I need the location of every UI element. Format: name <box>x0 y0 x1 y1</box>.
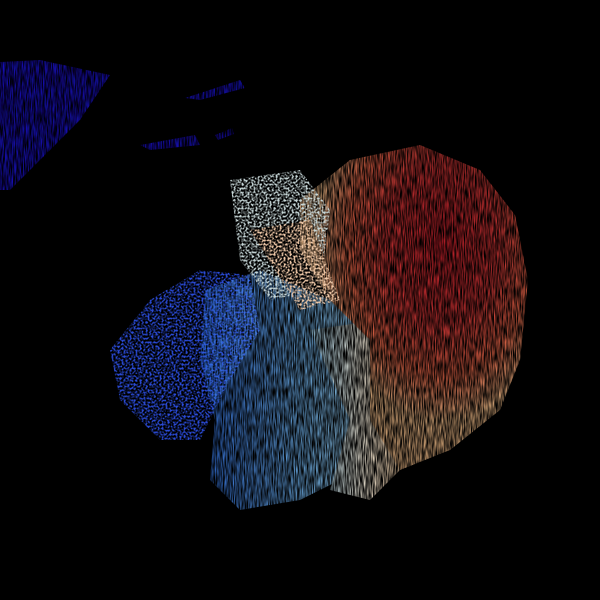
strong-inbound-patch <box>0 60 245 190</box>
velocity-couplet <box>200 145 528 510</box>
clutter-area <box>230 170 340 310</box>
